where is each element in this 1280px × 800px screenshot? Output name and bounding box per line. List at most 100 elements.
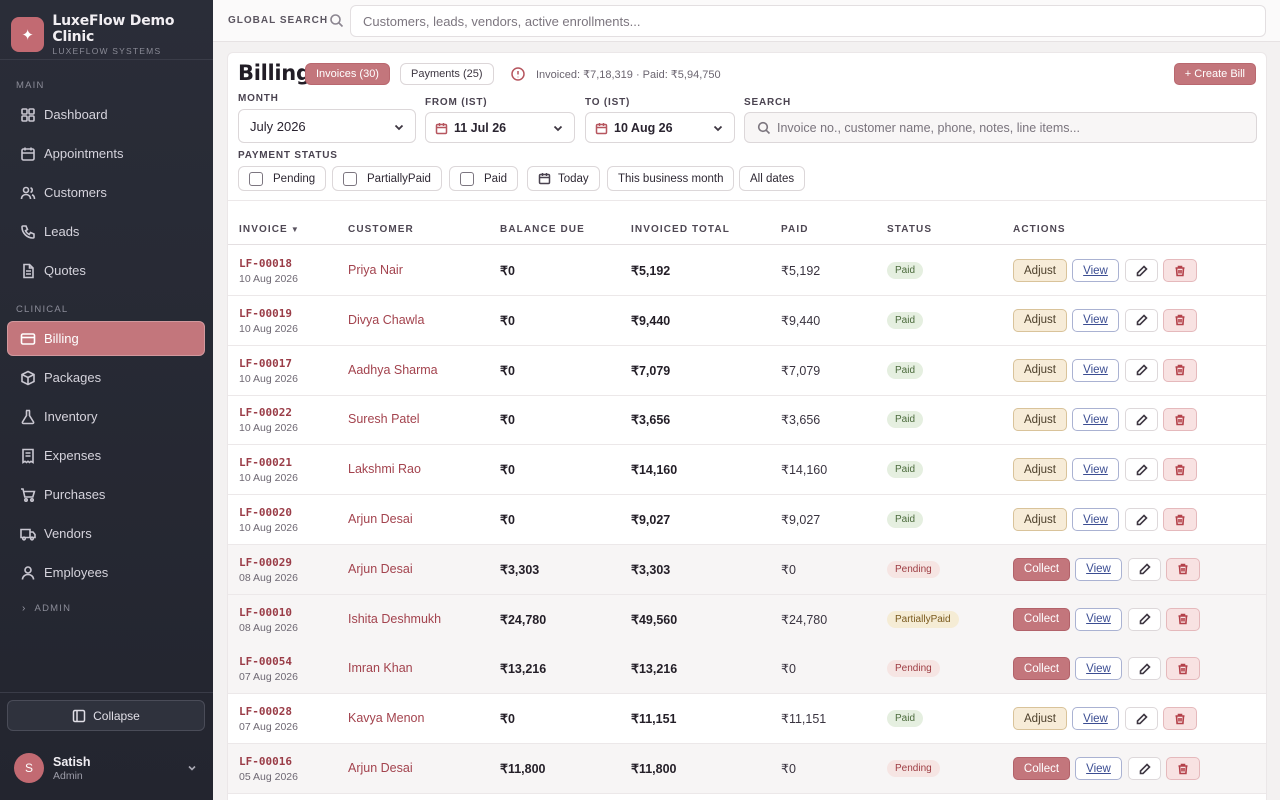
view-button[interactable]: View: [1072, 458, 1119, 482]
view-button[interactable]: View: [1075, 757, 1122, 780]
delete-button[interactable]: [1163, 308, 1197, 332]
this-business-month-button[interactable]: This business month: [607, 166, 735, 191]
brand[interactable]: ✦ LuxeFlow Demo Clinic LUXEFLOW SYSTEMS: [11, 13, 213, 56]
table-row[interactable]: LF-00021 10 Aug 2026 Lakshmi Rao ₹0 ₹14,160 ₹…: [228, 445, 1266, 496]
collect-button[interactable]: Collect: [1013, 607, 1070, 631]
table-row[interactable]: LF-00019 10 Aug 2026 Divya Chawla ₹0 ₹9,440 ₹…: [228, 296, 1266, 346]
to-date-select[interactable]: 10 Aug 26: [585, 112, 735, 143]
sidebar-item-packages[interactable]: Packages: [7, 360, 205, 395]
adjust-button[interactable]: Adjust: [1013, 259, 1067, 282]
edit-button[interactable]: [1128, 557, 1161, 581]
checkbox[interactable]: [343, 171, 357, 186]
sidebar-item-appointments[interactable]: Appointments: [7, 136, 205, 171]
invoice-number-link[interactable]: LF-00017: [239, 356, 292, 370]
view-button[interactable]: View: [1072, 308, 1119, 332]
customer-link[interactable]: Arjun Desai: [348, 761, 413, 775]
table-row[interactable]: LF-00022 10 Aug 2026 Suresh Patel ₹0 ₹3,656 ₹…: [228, 395, 1266, 446]
view-button[interactable]: View: [1072, 358, 1119, 382]
edit-button[interactable]: [1125, 408, 1158, 432]
tab-invoices[interactable]: Invoices (30): [305, 63, 390, 85]
sidebar-item-expenses[interactable]: Expenses: [7, 438, 205, 473]
checkbox[interactable]: [249, 171, 263, 186]
delete-button[interactable]: [1163, 259, 1197, 282]
table-row[interactable]: LF-00028 07 Aug 2026 Kavya Menon ₹0 ₹11,151 ₹…: [228, 694, 1266, 745]
customer-link[interactable]: Arjun Desai: [348, 512, 413, 526]
invoice-number-link[interactable]: LF-00054: [239, 655, 292, 669]
invoice-search-input[interactable]: [777, 113, 1247, 142]
table-row[interactable]: LF-00017 10 Aug 2026 Aadhya Sharma ₹0 ₹7,079…: [228, 346, 1266, 396]
view-button[interactable]: View: [1072, 707, 1119, 731]
invoice-number-link[interactable]: LF-00019: [239, 306, 292, 320]
delete-button[interactable]: [1163, 707, 1197, 731]
adjust-button[interactable]: Adjust: [1013, 458, 1067, 482]
adjust-button[interactable]: Adjust: [1013, 308, 1067, 332]
view-button[interactable]: View: [1075, 607, 1122, 631]
from-date-select[interactable]: 11 Jul 26: [425, 112, 575, 143]
delete-button[interactable]: [1163, 358, 1197, 382]
user-menu[interactable]: S Satish Admin: [14, 753, 200, 783]
table-row[interactable]: LF-00020 10 Aug 2026 Arjun Desai ₹0 ₹9,027 ₹9…: [228, 495, 1266, 545]
delete-button[interactable]: [1163, 408, 1197, 432]
collect-button[interactable]: Collect: [1013, 657, 1070, 681]
edit-button[interactable]: [1125, 707, 1158, 731]
invoice-number-link[interactable]: LF-00010: [239, 605, 292, 619]
sidebar-item-employees[interactable]: Employees: [7, 555, 205, 590]
delete-button[interactable]: [1166, 757, 1200, 780]
adjust-button[interactable]: Adjust: [1013, 707, 1067, 731]
collect-button[interactable]: Collect: [1013, 757, 1070, 780]
invoice-number-link[interactable]: LF-00016: [239, 755, 292, 768]
customer-link[interactable]: Priya Nair: [348, 263, 403, 277]
table-row[interactable]: LF-00054 07 Aug 2026 Imran Khan ₹13,216 ₹13,…: [228, 644, 1266, 695]
sidebar-item-quotes[interactable]: Quotes: [7, 253, 205, 288]
delete-button[interactable]: [1163, 458, 1197, 482]
sidebar-item-purchases[interactable]: Purchases: [7, 477, 205, 512]
sidebar-item-leads[interactable]: Leads: [7, 214, 205, 249]
invoice-number-link[interactable]: LF-00028: [239, 705, 292, 719]
edit-button[interactable]: [1128, 757, 1161, 780]
filter-paid[interactable]: Paid: [449, 166, 519, 191]
customer-link[interactable]: Imran Khan: [348, 661, 413, 676]
customer-link[interactable]: Kavya Menon: [348, 711, 425, 726]
adjust-button[interactable]: Adjust: [1013, 408, 1067, 432]
table-row[interactable]: LF-00016 05 Aug 2026 Arjun Desai ₹11,800 ₹11…: [228, 744, 1266, 794]
tab-payments[interactable]: Payments (25): [400, 63, 494, 85]
today-button[interactable]: Today: [527, 166, 600, 191]
customer-link[interactable]: Aadhya Sharma: [348, 362, 438, 377]
view-button[interactable]: View: [1075, 557, 1122, 581]
sidebar-item-dashboard[interactable]: Dashboard: [7, 97, 205, 132]
filter-partially-paid[interactable]: PartiallyPaid: [332, 166, 442, 191]
view-button[interactable]: View: [1072, 508, 1119, 531]
customer-link[interactable]: Ishita Deshmukh: [348, 611, 442, 626]
create-bill-button[interactable]: + Create Bill: [1173, 63, 1256, 85]
invoice-number-link[interactable]: LF-00022: [239, 406, 292, 420]
sidebar-item-billing[interactable]: Billing: [7, 321, 205, 356]
edit-button[interactable]: [1128, 657, 1161, 681]
column-invoice[interactable]: INVOICE ▼: [239, 224, 300, 235]
customer-link[interactable]: Lakshmi Rao: [348, 462, 421, 477]
edit-button[interactable]: [1125, 358, 1158, 382]
all-dates-button[interactable]: All dates: [739, 166, 806, 191]
delete-button[interactable]: [1166, 557, 1200, 581]
adjust-button[interactable]: Adjust: [1013, 508, 1067, 531]
table-row[interactable]: LF-00010 08 Aug 2026 Ishita Deshmukh ₹24,78…: [228, 594, 1266, 645]
customer-link[interactable]: Suresh Patel: [348, 412, 420, 427]
edit-button[interactable]: [1125, 259, 1158, 282]
customer-link[interactable]: Arjun Desai: [348, 561, 413, 576]
sidebar-item-inventory[interactable]: Inventory: [7, 399, 205, 434]
collapse-button[interactable]: Collapse: [7, 700, 205, 731]
invoice-number-link[interactable]: LF-00018: [239, 257, 292, 270]
delete-button[interactable]: [1163, 508, 1197, 531]
delete-button[interactable]: [1166, 607, 1200, 631]
customer-link[interactable]: Divya Chawla: [348, 312, 425, 327]
info-icon[interactable]: [510, 66, 526, 82]
edit-button[interactable]: [1125, 308, 1158, 332]
global-search-input[interactable]: [350, 5, 1266, 37]
edit-button[interactable]: [1125, 508, 1158, 531]
adjust-button[interactable]: Adjust: [1013, 358, 1067, 382]
view-button[interactable]: View: [1072, 408, 1119, 432]
admin-section-toggle[interactable]: › ADMIN: [22, 603, 71, 614]
collect-button[interactable]: Collect: [1013, 557, 1070, 581]
month-select[interactable]: July 2026: [238, 109, 416, 143]
table-row[interactable]: LF-00029 08 Aug 2026 Arjun Desai ₹3,303 ₹3,3…: [228, 544, 1266, 595]
invoice-number-link[interactable]: LF-00021: [239, 456, 292, 470]
